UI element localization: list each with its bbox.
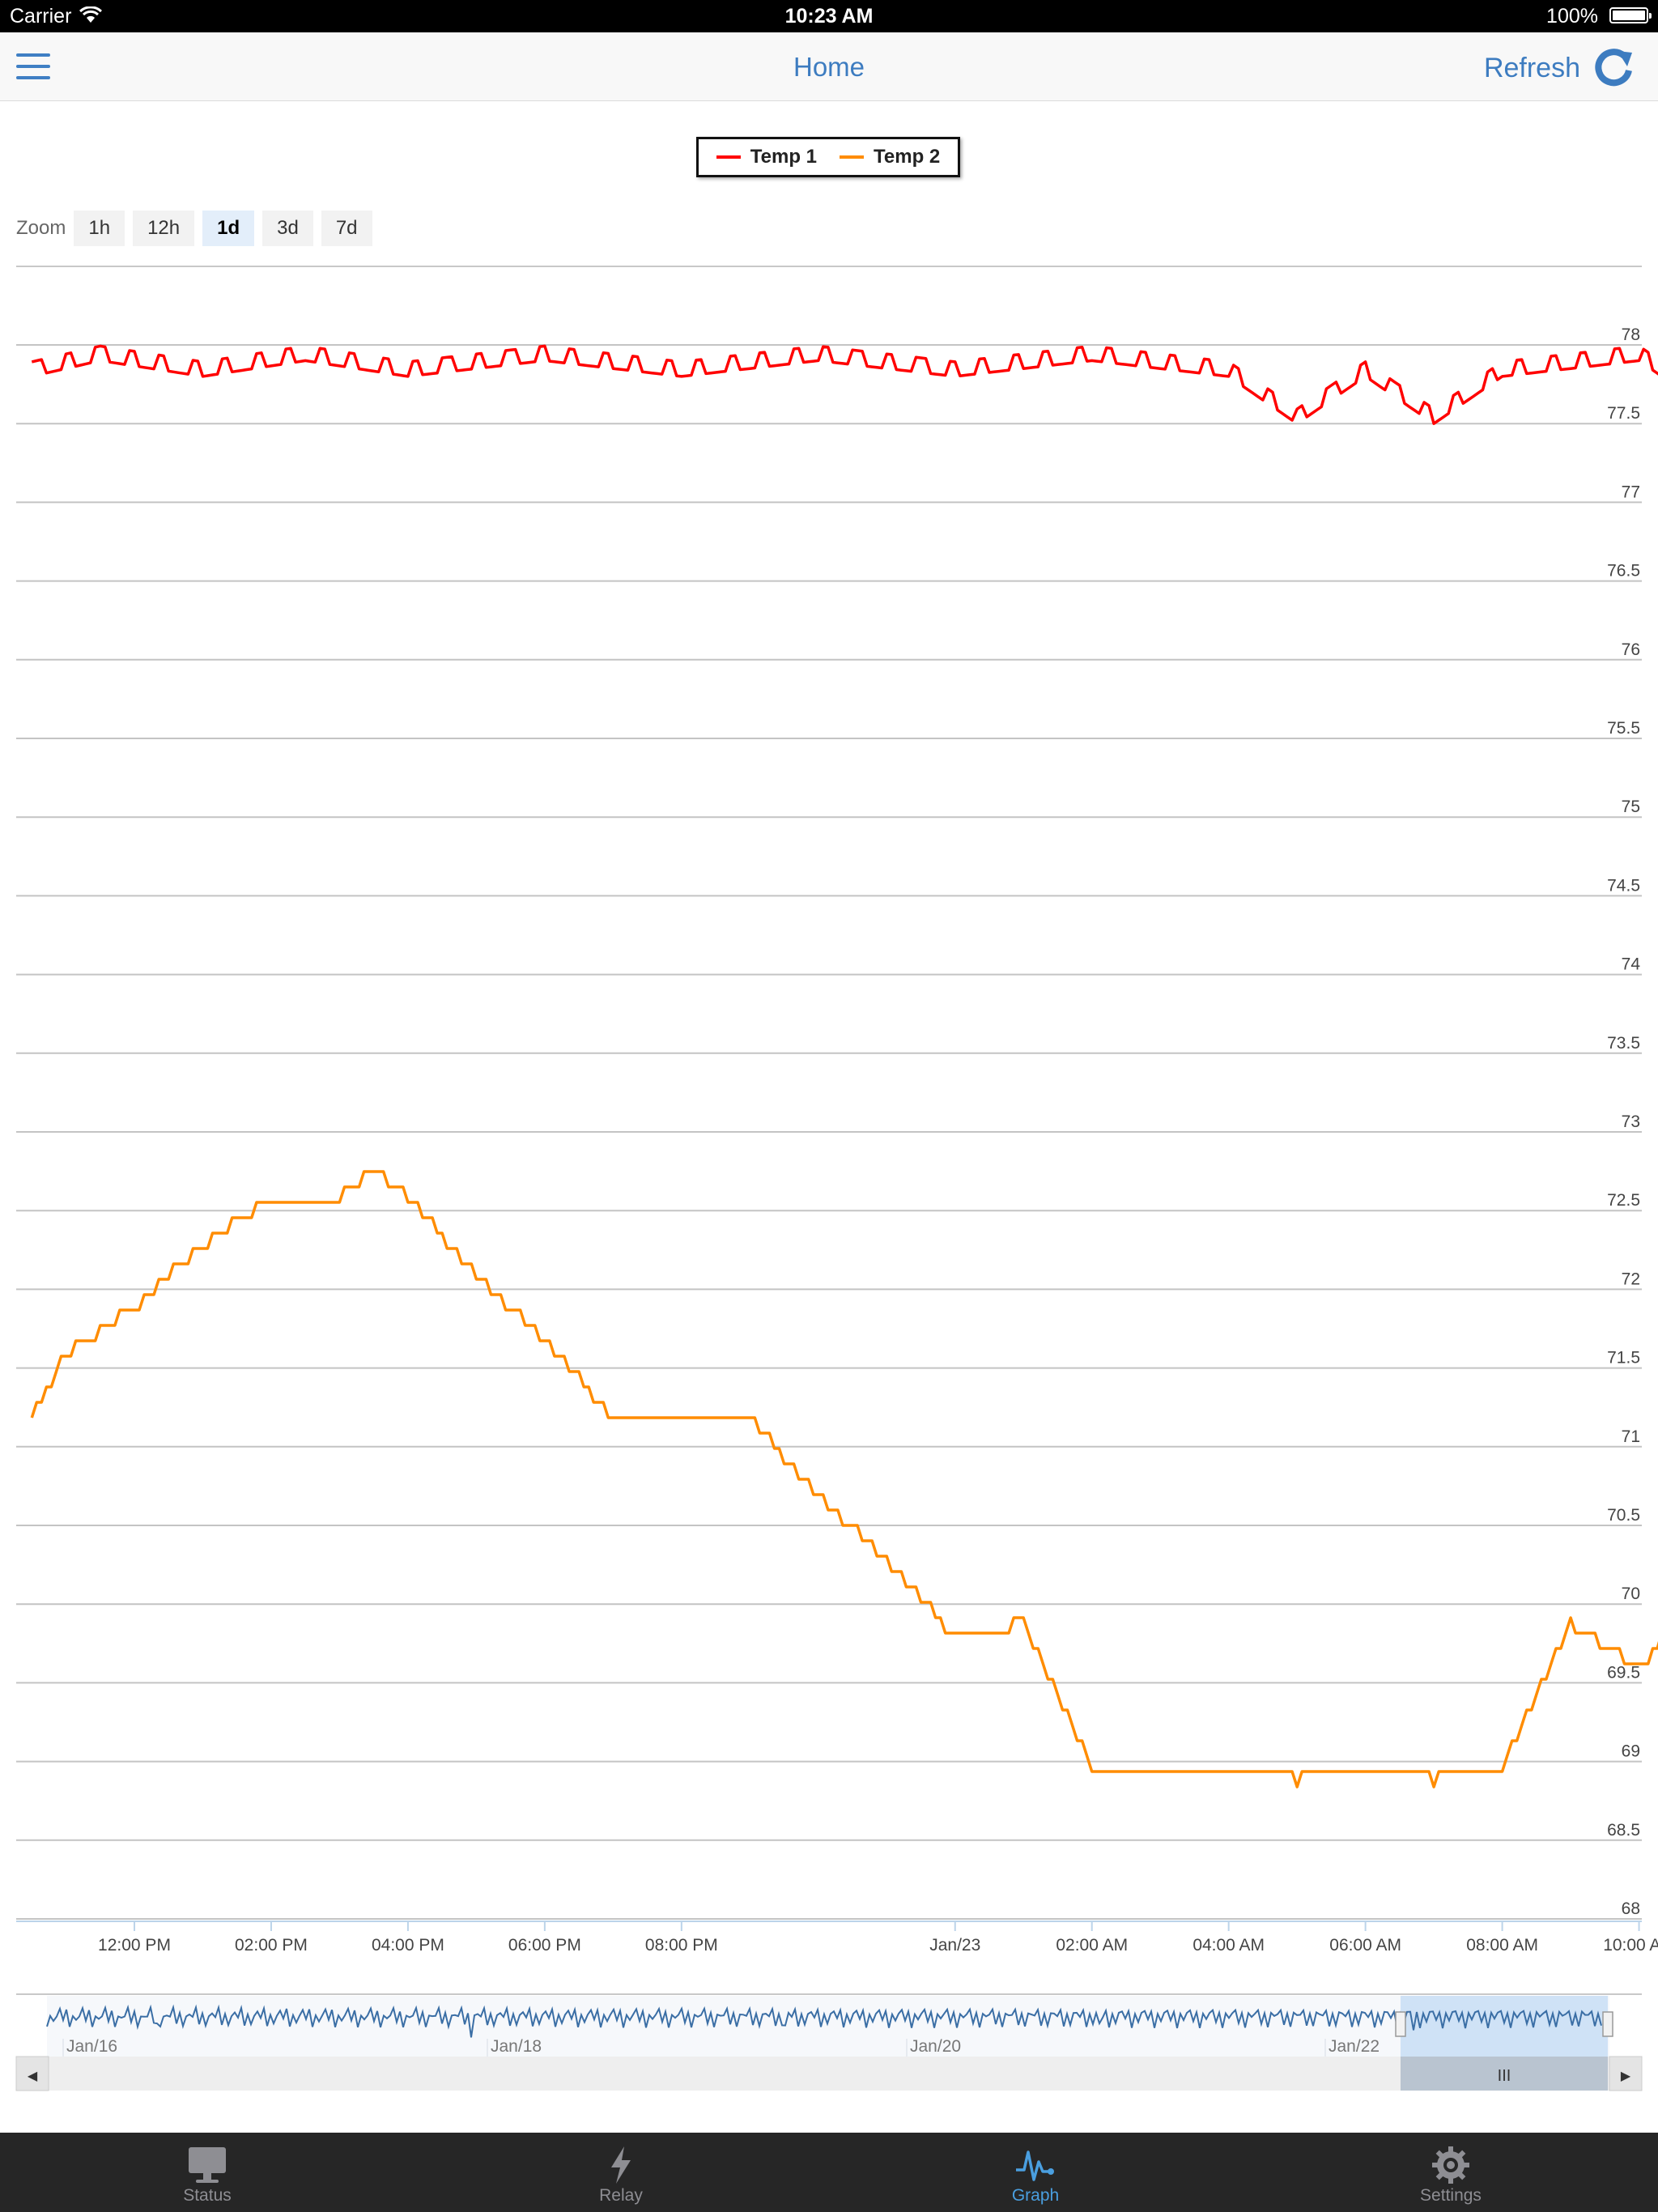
- tab-label: Graph: [1011, 2186, 1060, 2205]
- temperature-line-chart: 78 77.5 77 76.5 76 75.5 75 74.5 74 73.5 73 72.5 72 71…: [15, 266, 1658, 2091]
- zoom-1h-button[interactable]: 1h: [74, 211, 125, 246]
- tab-bar: Status Relay Graph Settings: [0, 2133, 1658, 2212]
- navigator-scrollbar-thumb[interactable]: [1401, 2057, 1608, 2091]
- y-tick-label: 70.5: [1607, 1506, 1640, 1525]
- scroll-right-arrow-icon: ▶: [1621, 2069, 1631, 2083]
- zoom-label: Zoom: [16, 217, 66, 239]
- y-tick-label: 68: [1622, 1899, 1640, 1918]
- scroll-left-arrow-icon: ◀: [28, 2069, 38, 2083]
- clock: 10:23 AM: [784, 5, 874, 28]
- y-tick-label: 77: [1622, 483, 1640, 501]
- lightning-icon: [611, 2146, 631, 2184]
- y-tick-label: 76: [1622, 640, 1640, 659]
- legend-swatch: [716, 155, 741, 159]
- tab-status[interactable]: Status: [126, 2133, 288, 2212]
- y-tick-label: 77.5: [1607, 404, 1640, 423]
- x-tick-label: 10:00 AM: [1603, 1936, 1658, 1955]
- y-tick-label: 78: [1622, 325, 1640, 344]
- zoom-1d-button[interactable]: 1d: [202, 211, 255, 246]
- scrollbar-grip-label: III: [1498, 2067, 1511, 2085]
- x-tick-label: 02:00 AM: [1056, 1936, 1128, 1955]
- status-bar: Carrier 10:23 AM 100%: [0, 0, 1658, 32]
- x-tick-label: 08:00 AM: [1466, 1936, 1538, 1955]
- x-tick-label: 04:00 AM: [1192, 1936, 1265, 1955]
- y-tick-label: 69.5: [1607, 1663, 1640, 1682]
- refresh-icon: [1595, 49, 1632, 87]
- tab-settings[interactable]: Settings: [1370, 2133, 1532, 2212]
- monitor-icon: [189, 2147, 226, 2183]
- tab-graph[interactable]: Graph: [954, 2133, 1116, 2212]
- battery-percent: 100%: [1546, 5, 1598, 28]
- navigator-scrollbar-track: [16, 2057, 1642, 2091]
- x-tick-label: 06:00 AM: [1329, 1936, 1401, 1955]
- x-tick-label: 12:00 PM: [98, 1936, 171, 1955]
- legend-label: Temp 1: [750, 146, 817, 168]
- series-line-temp2: [30, 1170, 1658, 1789]
- scroll-right-button[interactable]: [1609, 2056, 1643, 2091]
- tab-label: Settings: [1420, 2186, 1482, 2205]
- y-tick-label: 74.5: [1607, 876, 1640, 895]
- y-tick-label: 72: [1622, 1270, 1640, 1288]
- navigator-handle[interactable]: [1602, 2011, 1613, 2037]
- x-tick-label: 02:00 PM: [235, 1936, 308, 1955]
- navigator-series: [46, 2004, 1602, 2038]
- x-tick-label: Jan/23: [929, 1936, 980, 1955]
- y-tick-label: 69: [1622, 1742, 1640, 1761]
- navigator-date-label: Jan/22: [1329, 2037, 1380, 2056]
- y-tick-label: 71: [1622, 1427, 1640, 1446]
- x-tick-label: 04:00 PM: [372, 1936, 444, 1955]
- zoom-3d-button[interactable]: 3d: [262, 211, 313, 246]
- y-tick-label: 74: [1622, 955, 1641, 974]
- legend-label: Temp 2: [874, 146, 941, 168]
- zoom-7d-button[interactable]: 7d: [321, 211, 372, 246]
- y-tick-label: 70: [1622, 1585, 1640, 1603]
- navigator-selection: [1401, 1996, 1608, 2057]
- wifi-icon: [79, 6, 102, 23]
- nav-bar: Home Refresh: [0, 32, 1658, 101]
- y-tick-label: 73: [1622, 1112, 1640, 1131]
- zoom-12h-button[interactable]: 12h: [133, 211, 195, 246]
- x-tick-label: 08:00 PM: [645, 1936, 718, 1955]
- y-tick-label: 75.5: [1607, 719, 1640, 738]
- battery-icon: [1609, 7, 1652, 23]
- navigator-handle[interactable]: [1395, 2011, 1406, 2037]
- tab-label: Status: [183, 2186, 232, 2205]
- hamburger-menu-icon[interactable]: [16, 53, 50, 79]
- legend-item-temp2[interactable]: Temp 2: [840, 146, 940, 168]
- series-line-temp1: [31, 344, 1658, 425]
- tab-relay[interactable]: Relay: [540, 2133, 702, 2212]
- gear-icon: [1432, 2146, 1469, 2184]
- y-tick-label: 73.5: [1607, 1034, 1640, 1053]
- chart-legend: Temp 1 Temp 2: [696, 137, 960, 177]
- carrier-label: Carrier: [10, 5, 72, 28]
- navigator-background: [47, 1996, 1609, 2057]
- y-tick-label: 75: [1622, 798, 1640, 816]
- zoom-selector: Zoom 1h 12h 1d 3d 7d: [16, 211, 380, 246]
- page-title: Home: [793, 52, 865, 82]
- y-tick-label: 72.5: [1607, 1191, 1640, 1210]
- y-tick-label: 68.5: [1607, 1821, 1640, 1840]
- x-tick-label: 06:00 PM: [508, 1936, 581, 1955]
- navigator-date-label: Jan/16: [66, 2037, 117, 2056]
- tab-label: Relay: [599, 2186, 643, 2205]
- legend-swatch: [840, 155, 864, 159]
- navigator-date-label: Jan/18: [491, 2037, 542, 2056]
- navigator-date-label: Jan/20: [910, 2037, 961, 2056]
- refresh-button[interactable]: Refresh: [1484, 44, 1635, 92]
- y-tick-label: 76.5: [1607, 562, 1640, 581]
- scroll-left-button[interactable]: [15, 2056, 49, 2091]
- y-tick-label: 71.5: [1607, 1349, 1640, 1368]
- pulse-graph-icon: [1016, 2150, 1054, 2181]
- legend-item-temp1[interactable]: Temp 1: [716, 146, 817, 168]
- refresh-label: Refresh: [1483, 52, 1580, 83]
